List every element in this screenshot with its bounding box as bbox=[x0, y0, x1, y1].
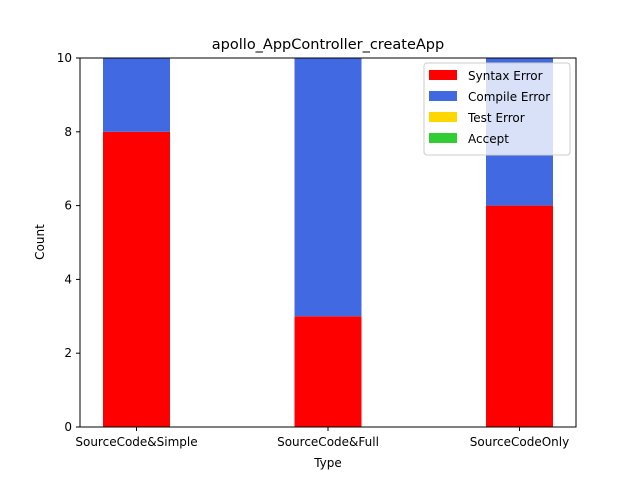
legend: Syntax Error Compile Error Test Error Accep… bbox=[423, 62, 571, 156]
y-axis-label: Count bbox=[33, 224, 47, 260]
legend-label: Accept bbox=[468, 132, 509, 146]
legend-box bbox=[423, 62, 571, 156]
chart-title: apollo_AppController_createApp bbox=[212, 37, 444, 53]
bar-syntax-error-2 bbox=[486, 205, 553, 427]
legend-swatch bbox=[429, 91, 457, 101]
y-tick-label: 6 bbox=[64, 199, 72, 213]
bar-compile-error-0 bbox=[103, 58, 170, 132]
x-tick-label: SourceCode&Full bbox=[277, 435, 379, 449]
bar-syntax-error-0 bbox=[103, 131, 170, 428]
legend-label: Syntax Error bbox=[468, 69, 543, 83]
x-tick-label: SourceCodeOnly bbox=[470, 435, 569, 449]
legend-label: Test Error bbox=[467, 111, 525, 125]
legend-swatch bbox=[429, 133, 457, 143]
bar-compile-error-1 bbox=[294, 58, 362, 317]
legend-label: Compile Error bbox=[468, 90, 550, 104]
y-tick-label: 0 bbox=[64, 420, 72, 434]
plot-frame bbox=[79, 57, 577, 428]
axes-group: SourceCode&Simple SourceCode&Full SourceCo… bbox=[57, 51, 577, 449]
x-axis-label: Type bbox=[313, 456, 342, 470]
y-tick-label: 10 bbox=[57, 51, 72, 65]
x-tick-label: SourceCode&Simple bbox=[75, 435, 197, 449]
legend-swatch bbox=[429, 70, 457, 80]
y-tick-label: 2 bbox=[64, 346, 72, 360]
y-tick-label: 4 bbox=[64, 272, 72, 286]
y-tick-label: 8 bbox=[64, 125, 72, 139]
bar-syntax-error-1 bbox=[294, 316, 362, 427]
legend-swatch bbox=[429, 112, 457, 122]
